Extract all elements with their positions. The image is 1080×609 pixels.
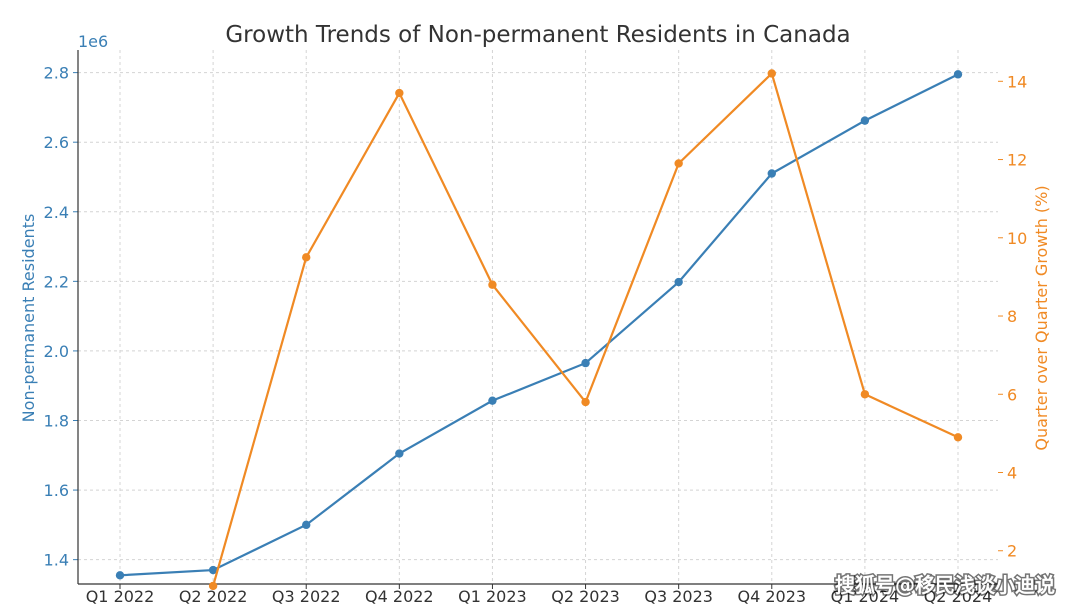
tick-labels: Q1 2022 Q2 2022 Q3 2022 Q4 2022 Q1 2023 Q2 20…	[44, 64, 1028, 606]
x-tick-label: Q2 2023	[551, 587, 620, 606]
grid	[78, 50, 998, 584]
left-tick-label: 2.8	[44, 64, 69, 83]
watermark-text: 搜狐号@移民浅谈小迪说	[835, 573, 1055, 597]
data-point-series-1	[488, 396, 497, 405]
left-tick-label: 1.6	[44, 481, 69, 500]
data-point-series-2	[208, 581, 218, 591]
x-tick-label: Q4 2023	[737, 587, 806, 606]
x-tick-label: Q4 2022	[365, 587, 434, 606]
data-point-series-1	[115, 571, 125, 580]
data-point-series-1	[208, 565, 218, 575]
x-tick-label: Q3 2023	[644, 587, 713, 606]
right-tick-label: 6	[1007, 385, 1017, 404]
left-axis-offset-label: 1e6	[78, 32, 108, 51]
data-point-series-1	[674, 277, 683, 287]
left-tick-label: 1.4	[44, 551, 69, 570]
x-tick-label: Q3 2022	[272, 587, 341, 606]
series-line-1	[119, 73, 959, 577]
data-point-series-1	[395, 449, 404, 458]
data-point-series-1	[860, 116, 870, 125]
chart-title: Growth Trends of Non-permanent Residents…	[225, 22, 850, 48]
right-tick-label: 12	[1007, 151, 1027, 170]
data-point-series-2	[767, 69, 776, 78]
data-point-series-2	[488, 280, 497, 289]
data-point-series-1	[302, 520, 311, 530]
right-tick-label: 4	[1007, 464, 1017, 483]
right-tick-label: 14	[1007, 72, 1027, 91]
series-line-2	[212, 71, 959, 587]
data-point-series-2	[953, 433, 963, 442]
x-tick-label: Q1 2023	[458, 587, 527, 606]
data-point-series-1	[767, 169, 776, 178]
left-tick-label: 2.2	[44, 272, 69, 291]
data-point-series-2	[860, 390, 870, 399]
x-tick-label: Q2 2024	[924, 587, 993, 606]
x-tick-label: Q1 2024	[831, 587, 900, 606]
data-point-series-2	[395, 88, 404, 98]
right-tick-label: 8	[1007, 307, 1017, 326]
data-point-series-2	[674, 159, 683, 168]
left-tick-label: 2.0	[44, 342, 69, 361]
left-tick-label: 2.4	[44, 203, 69, 222]
right-tick-label: 2	[1007, 542, 1017, 561]
data-point-series-1	[581, 358, 590, 368]
data-point-series-2	[302, 253, 311, 262]
left-tick-label: 2.6	[44, 133, 69, 152]
x-tick-label: Q2 2022	[179, 587, 248, 606]
left-tick-label: 1.8	[44, 411, 69, 430]
left-axis-label: Non-permanent Residents	[19, 214, 38, 423]
series	[115, 69, 963, 591]
right-axis-label: Quarter over Quarter Growth (%)	[1032, 185, 1051, 450]
data-point-series-1	[953, 70, 963, 79]
right-tick-label: 10	[1007, 229, 1027, 248]
x-tick-label: Q1 2022	[86, 587, 155, 606]
axes	[73, 50, 1003, 589]
data-point-series-2	[581, 397, 590, 407]
